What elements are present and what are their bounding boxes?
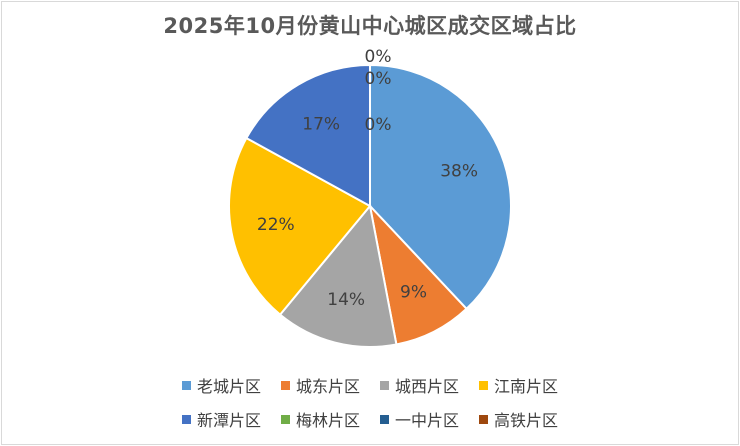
pie-slice <box>228 136 372 317</box>
legend-item: 高铁片区 <box>479 407 558 431</box>
legend-label: 江南片区 <box>494 377 559 396</box>
legend-swatch <box>380 414 389 424</box>
pie-slice <box>245 63 371 208</box>
pie-data-label: 14% <box>327 290 365 310</box>
pie-slice <box>368 202 468 346</box>
pie-data-label: 0% <box>365 115 392 135</box>
legend-label: 梅林片区 <box>295 411 360 430</box>
legend-label: 城东片区 <box>295 377 360 396</box>
legend-swatch <box>479 414 489 424</box>
legend-swatch <box>380 380 389 390</box>
legend-swatch <box>181 414 191 424</box>
pie-data-label: 9% <box>400 282 427 302</box>
legend-label: 一中片区 <box>395 411 460 430</box>
pie-data-label: 22% <box>257 215 295 235</box>
pie-data-label: 17% <box>302 114 340 134</box>
pie-slice <box>278 203 398 348</box>
legend-swatch <box>181 380 191 390</box>
legend-row: 老城片区 城东片区 城西片区 江南片区 <box>0 368 740 402</box>
legend-label: 城西片区 <box>395 377 460 396</box>
pie-labels: 38%9%14%22%17%0%0%0% <box>257 47 478 310</box>
legend-swatch <box>479 380 489 390</box>
legend-item: 一中片区 <box>380 407 459 431</box>
legend-item: 城西片区 <box>380 373 459 397</box>
pie-slices <box>228 63 512 348</box>
legend-item: 新潭片区 <box>181 407 261 431</box>
legend-row: 新潭片区 梅林片区 一中片区 高铁片区 <box>0 402 740 436</box>
pie-data-label: 0% <box>365 47 392 67</box>
pie-data-label: 38% <box>440 162 478 182</box>
legend-item: 老城片区 <box>181 373 261 397</box>
legend-label: 高铁片区 <box>494 411 559 430</box>
legend-item: 梅林片区 <box>280 407 360 431</box>
legend-swatch <box>280 380 290 390</box>
chart-title: 2025年10月份黄山中心城区成交区域占比 <box>163 14 577 38</box>
legend-item: 城东片区 <box>280 373 360 397</box>
legend-swatch <box>280 414 290 424</box>
legend-item: 江南片区 <box>479 373 558 397</box>
legend-label: 新潭片区 <box>196 411 261 430</box>
pie-data-label: 0% <box>365 69 392 89</box>
pie-slice <box>369 63 512 311</box>
chart-legend: 老城片区 城东片区 城西片区 江南片区 新潭片区 梅林片区 一中片区 高铁片区 <box>0 368 740 436</box>
legend-label: 老城片区 <box>196 377 261 396</box>
